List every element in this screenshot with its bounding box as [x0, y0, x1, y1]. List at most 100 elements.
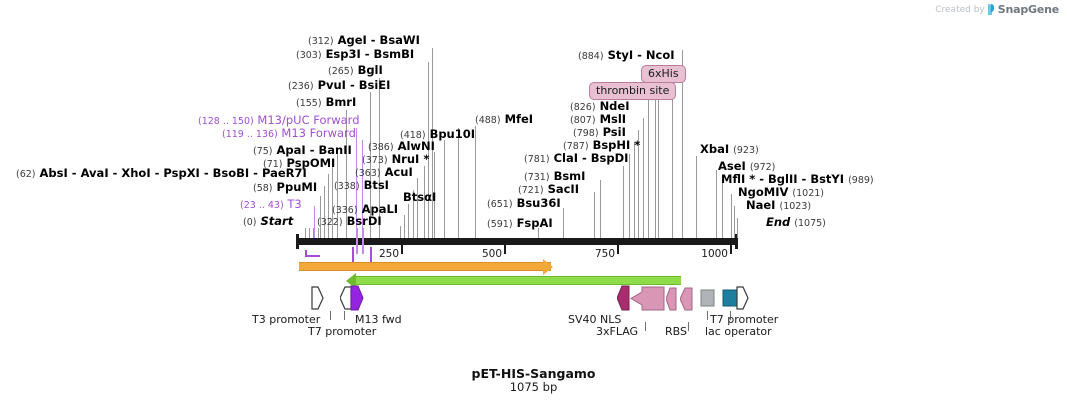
enzyme-label-end[interactable]: End (1075)	[766, 216, 826, 230]
feature-label-t3-promoter[interactable]: T3 promoter	[252, 313, 321, 326]
feature-label-tick	[645, 322, 646, 331]
enzyme-label[interactable]: NgoMIV (1021)	[738, 186, 824, 200]
enzyme-label-start[interactable]: (0) Start	[243, 215, 293, 229]
feature-label-m13-fwd[interactable]: M13 fwd	[355, 313, 402, 326]
feature-glyph-rbs[interactable]	[700, 289, 715, 311]
enzyme-names: NdeI	[599, 99, 630, 113]
enzyme-label[interactable]: (71) PspOMI	[263, 157, 335, 171]
enzyme-label[interactable]: (373) NruI *	[362, 153, 429, 167]
feature-glyph-pink-small-1[interactable]	[665, 287, 677, 315]
leader-line	[658, 66, 659, 238]
enzyme-label[interactable]: (418) Bpu10I	[400, 128, 475, 142]
feature-glyph-m13-fwd[interactable]	[350, 285, 364, 315]
primer-leader-line	[362, 140, 363, 238]
enzyme-names: NgoMIV	[738, 185, 789, 199]
enzyme-label[interactable]: (721) SacII	[518, 183, 579, 197]
enzyme-names: MfeI	[504, 112, 534, 126]
enzyme-label[interactable]: (884) StyI - NcoI	[578, 49, 675, 63]
enzyme-label[interactable]: (155) BmrI	[296, 96, 356, 110]
enzyme-label[interactable]: (62) AbsI - AvaI - XhoI - PspXI - BsoBI …	[16, 167, 307, 181]
enzyme-position: (71)	[263, 159, 283, 170]
primer-position: (128 .. 150)	[198, 116, 254, 127]
watermark-brand: SnapGene	[997, 3, 1059, 16]
leader-line	[370, 92, 371, 238]
primer-label[interactable]: (23 .. 43) T3	[240, 198, 302, 212]
enzyme-label[interactable]: (303) Esp3I - BsmBI	[296, 48, 414, 62]
t3-promoter-arrow-icon	[311, 286, 324, 310]
feature-glyph-t7-promoter-right[interactable]	[736, 286, 749, 314]
enzyme-names: StyI - NcoI	[607, 48, 675, 62]
enzyme-label[interactable]: (781) ClaI - BspDI	[524, 152, 628, 166]
rbs-box-icon	[700, 289, 715, 307]
enzyme-position: (336)	[332, 205, 358, 216]
leader-line	[672, 84, 673, 238]
feature-label-t7-promoter-right[interactable]: T7 promoter	[710, 313, 779, 326]
primer-label[interactable]: (119 .. 136) M13 Forward	[222, 127, 356, 141]
enzyme-label[interactable]: NaeI (1023)	[746, 199, 811, 213]
enzyme-label[interactable]: (236) PvuI - BsiEI	[288, 79, 390, 93]
backbone-start-cap	[296, 234, 299, 249]
ruler-label: 750	[594, 248, 615, 260]
sv40-nls-arrow-icon	[616, 285, 630, 311]
feature-glyph-sv40-nls[interactable]	[616, 285, 630, 315]
enzyme-label[interactable]: (322) BsrDI	[317, 215, 382, 229]
enzyme-position: (0)	[243, 217, 257, 228]
feature-glyph-t3-promoter[interactable]	[311, 286, 324, 314]
enzyme-label[interactable]: (798) PsiI	[573, 126, 626, 140]
leader-line	[408, 204, 409, 238]
enzyme-label[interactable]: (312) AgeI - BsaWI	[308, 34, 420, 48]
feature-label-rbs[interactable]: RBS	[665, 325, 687, 338]
feature-label-tick	[344, 311, 345, 320]
primer-bar-t3[interactable]	[305, 255, 320, 257]
leader-line	[424, 166, 425, 238]
enzyme-label[interactable]: (807) MslI	[570, 113, 626, 127]
enzyme-names: BsrDI	[346, 214, 382, 228]
enzyme-label[interactable]: BtsαI	[403, 191, 436, 204]
leader-line	[737, 218, 738, 238]
enzyme-label[interactable]: (731) BsmI	[524, 170, 585, 184]
feature-label-t7-promoter[interactable]: T7 promoter	[308, 325, 377, 338]
leader-line	[404, 215, 405, 238]
feature-label-lac-operator[interactable]: lac operator	[705, 325, 772, 338]
enzyme-names: BspHI *	[592, 138, 641, 152]
enzyme-label[interactable]: (265) BglI	[328, 64, 383, 78]
enzyme-names: XbaI	[700, 142, 730, 156]
feature-label-sv40-nls[interactable]: SV40 NLS	[568, 313, 622, 326]
enzyme-names: Bpu10I	[429, 127, 476, 141]
green-feature-arrow[interactable]	[346, 273, 681, 289]
enzyme-label[interactable]: (363) AcuI	[355, 166, 413, 180]
feature-pill-6xhis[interactable]: 6xHis	[641, 65, 686, 83]
orange-feature-arrow[interactable]	[299, 259, 553, 275]
enzyme-position: (721)	[518, 185, 544, 196]
plasmid-length: 1075 bp	[509, 380, 558, 394]
cut-site-tick	[309, 228, 310, 238]
enzyme-label[interactable]: (75) ApaI - BanII	[253, 144, 352, 158]
enzyme-label[interactable]: (591) FspAI	[487, 217, 553, 231]
backbone-end-cap	[735, 234, 738, 249]
feature-label-3xflag[interactable]: 3xFLAG	[596, 325, 639, 338]
enzyme-label[interactable]: (338) BtsI	[334, 179, 389, 193]
ruler-label: 1000	[701, 248, 728, 260]
enzyme-label[interactable]: XbaI (923)	[700, 143, 759, 157]
enzyme-label[interactable]: (826) NdeI	[570, 100, 630, 114]
leader-line	[734, 206, 735, 238]
primer-label[interactable]: (128 .. 150) M13/pUC Forward	[198, 114, 360, 128]
enzyme-position: (58)	[253, 183, 273, 194]
enzyme-position: (155)	[296, 98, 322, 109]
feature-glyph-pink-small-2[interactable]	[679, 287, 693, 315]
enzyme-label[interactable]: AseI (972)	[718, 160, 775, 174]
feature-pill-thrombin-site[interactable]: thrombin site	[589, 82, 677, 100]
enzyme-label[interactable]: (651) Bsu36I	[487, 197, 561, 211]
enzyme-names: MflI * - BglII - BstYI	[721, 172, 845, 186]
enzyme-names: ApaI - BanII	[276, 143, 352, 157]
enzyme-label[interactable]: (488) MfeI	[475, 113, 533, 127]
enzyme-label[interactable]: (386) AlwNI	[368, 140, 435, 154]
feature-glyph-3xflag[interactable]	[630, 286, 665, 315]
leader-line	[346, 110, 347, 238]
enzyme-label[interactable]: (58) PpuMI	[253, 181, 317, 195]
enzyme-label[interactable]: (787) BspHI *	[563, 139, 640, 153]
t7-promoter-right-arrow-icon	[736, 286, 749, 310]
feature-label-tick	[688, 322, 689, 331]
enzyme-label[interactable]: MflI * - BglII - BstYI (989)	[721, 173, 874, 187]
enzyme-label[interactable]: (336) ApaLI	[332, 203, 398, 217]
